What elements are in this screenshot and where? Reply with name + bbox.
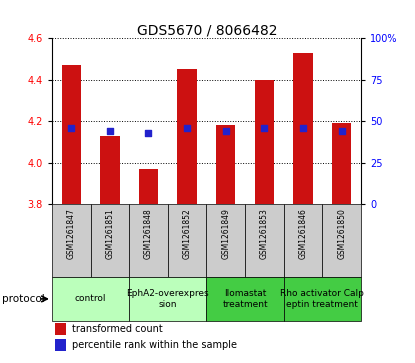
Point	[222, 128, 229, 134]
Point	[184, 125, 190, 131]
Point	[145, 130, 152, 136]
Text: GSM1261848: GSM1261848	[144, 208, 153, 258]
Bar	[61, 65, 81, 204]
Bar	[129, 277, 207, 321]
Bar	[284, 277, 361, 321]
Text: Rho activator Calp
eptin treatment: Rho activator Calp eptin treatment	[281, 289, 364, 309]
Bar	[245, 204, 284, 277]
Bar	[293, 53, 313, 204]
Bar	[129, 204, 168, 277]
Bar	[55, 323, 66, 335]
Text: EphA2-overexpres
sion: EphA2-overexpres sion	[127, 289, 209, 309]
Text: Ilomastat
treatment: Ilomastat treatment	[222, 289, 268, 309]
Text: GDS5670 / 8066482: GDS5670 / 8066482	[137, 24, 278, 38]
Bar	[322, 204, 361, 277]
Text: GSM1261853: GSM1261853	[260, 208, 269, 259]
Bar	[100, 136, 120, 204]
Bar	[139, 169, 158, 204]
Point	[300, 125, 306, 131]
Bar	[52, 277, 129, 321]
Text: percentile rank within the sample: percentile rank within the sample	[72, 340, 237, 350]
Bar	[90, 204, 129, 277]
Point	[338, 128, 345, 134]
Bar	[168, 204, 207, 277]
Text: protocol: protocol	[2, 294, 45, 304]
Point	[107, 128, 113, 134]
Bar	[207, 204, 245, 277]
Text: GSM1261851: GSM1261851	[105, 208, 115, 258]
Text: transformed count: transformed count	[72, 324, 163, 334]
Bar	[216, 125, 235, 204]
Text: GSM1261849: GSM1261849	[221, 208, 230, 259]
Bar	[55, 339, 66, 351]
Bar	[178, 69, 197, 204]
Point	[68, 125, 75, 131]
Text: GSM1261852: GSM1261852	[183, 208, 192, 258]
Text: control: control	[75, 294, 106, 303]
Bar	[52, 204, 90, 277]
Point	[261, 125, 268, 131]
Bar	[284, 204, 322, 277]
Bar	[207, 277, 284, 321]
Text: GSM1261847: GSM1261847	[67, 208, 76, 259]
Bar	[255, 79, 274, 204]
Bar	[332, 123, 352, 204]
Text: GSM1261846: GSM1261846	[298, 208, 308, 259]
Text: GSM1261850: GSM1261850	[337, 208, 346, 259]
